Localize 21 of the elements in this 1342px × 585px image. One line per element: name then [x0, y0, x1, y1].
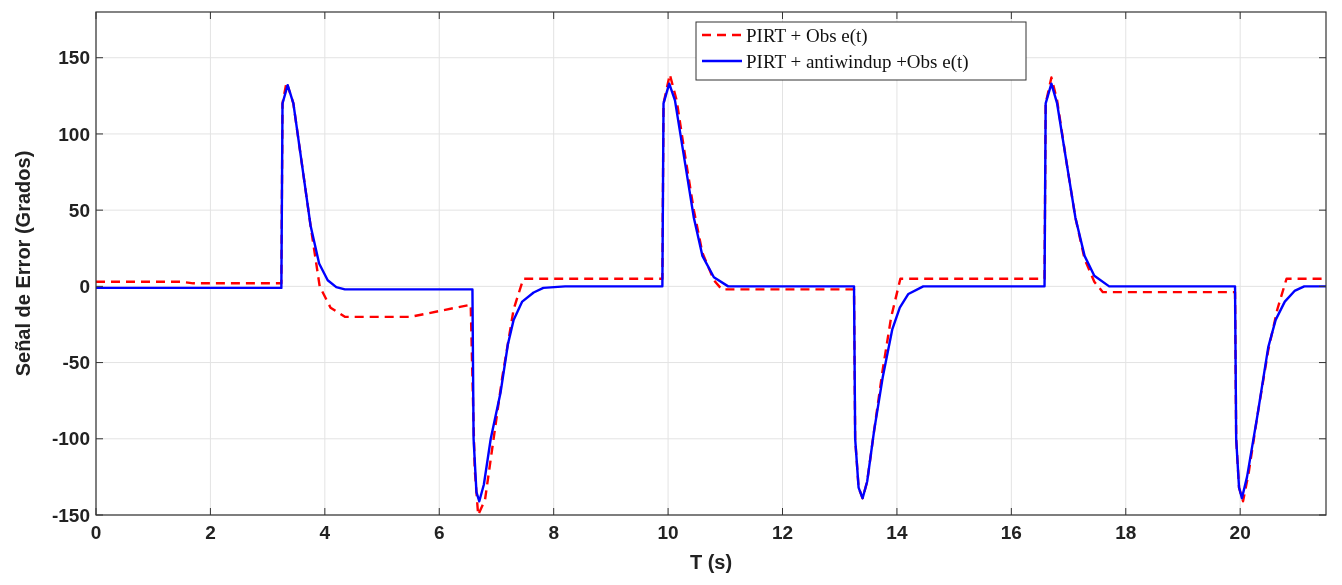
- legend-label: PIRT + antiwindup +Obs e(t): [746, 51, 969, 73]
- x-tick-label: 4: [319, 522, 331, 543]
- x-tick-label: 20: [1229, 522, 1251, 543]
- x-axis-title: T (s): [689, 551, 733, 573]
- y-tick-label: -100: [51, 428, 90, 450]
- y-tick-label: 50: [68, 199, 90, 221]
- x-tick-label: 8: [548, 522, 559, 543]
- x-tick-label: 10: [657, 522, 679, 543]
- x-tick-label: 12: [771, 522, 794, 543]
- y-tick-label: -150: [51, 504, 90, 526]
- x-tick-label: 6: [433, 522, 445, 543]
- y-tick-label: 100: [58, 123, 90, 145]
- x-tick-label: 14: [886, 522, 908, 543]
- y-tick-label: -50: [62, 352, 90, 374]
- x-tick-label: 2: [205, 522, 216, 543]
- y-tick-label: 150: [58, 47, 90, 69]
- y-axis-title: Señal de Error (Grados): [12, 150, 34, 377]
- legend-label: PIRT + Obs e(t): [746, 25, 868, 47]
- x-tick-label: 16: [1000, 522, 1022, 543]
- y-tick-label: 0: [79, 276, 90, 298]
- x-tick-label: 18: [1115, 522, 1137, 543]
